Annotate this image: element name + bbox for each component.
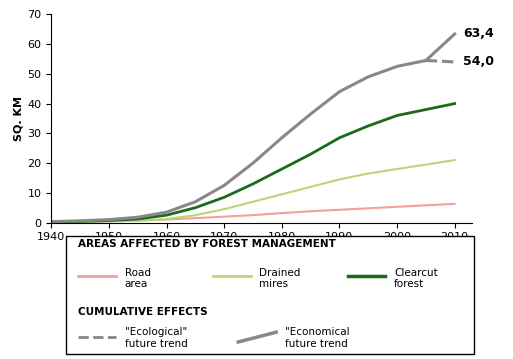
Text: Drained
mires: Drained mires — [259, 267, 301, 289]
FancyBboxPatch shape — [66, 236, 474, 354]
Text: "Economical
future trend: "Economical future trend — [285, 327, 349, 349]
Text: "Ecological"
future trend: "Ecological" future trend — [125, 327, 187, 349]
Text: YEAR: YEAR — [439, 250, 472, 259]
Text: Road
area: Road area — [125, 267, 151, 289]
Text: Clearcut
forest: Clearcut forest — [394, 267, 438, 289]
Text: 63,4: 63,4 — [463, 28, 494, 41]
Text: 54,0: 54,0 — [463, 55, 495, 69]
Text: AREAS AFFECTED BY FOREST MANAGEMENT: AREAS AFFECTED BY FOREST MANAGEMENT — [78, 239, 336, 250]
Y-axis label: SQ. KM: SQ. KM — [13, 96, 23, 141]
Text: CUMULATIVE EFFECTS: CUMULATIVE EFFECTS — [78, 307, 208, 317]
